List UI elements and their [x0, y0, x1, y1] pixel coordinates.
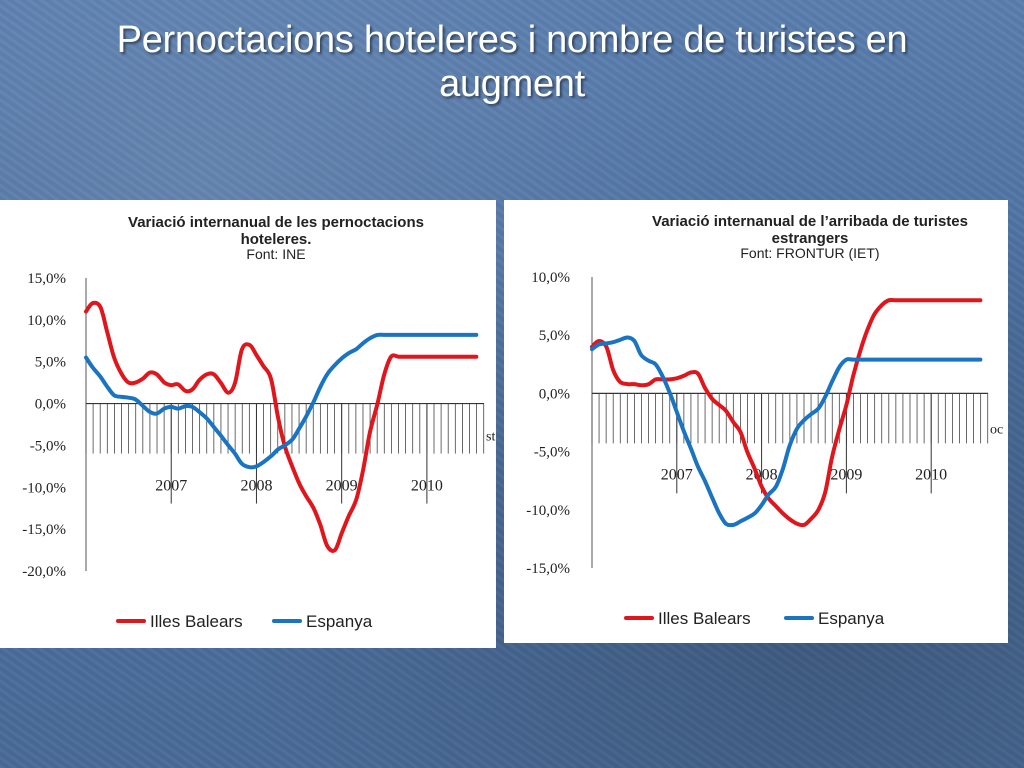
series-line-espanya — [590, 335, 983, 528]
chart-panel-pernoctacions: Variació internanual de les pernoctacion… — [0, 200, 496, 648]
chart-title-line: hoteleres. — [241, 231, 312, 248]
chart-turistes: Variació internanual de l’arribada de tu… — [526, 213, 1003, 628]
chart-title-line: estrangers — [772, 230, 849, 247]
series-line-illes-balears — [84, 300, 479, 553]
chart-title-line: Variació internanual de l’arribada de tu… — [652, 213, 968, 230]
y-tick-label: 5,0% — [35, 355, 66, 371]
y-tick-label: 5,0% — [539, 328, 570, 344]
slide-title: Pernoctacions hoteleres i nombre de turi… — [116, 19, 908, 105]
y-tick-label: 0,0% — [35, 397, 66, 413]
legend-label: Illes Balears — [658, 609, 751, 628]
chart-source: Font: INE — [246, 246, 305, 262]
y-tick-label: -5,0% — [30, 438, 66, 454]
x-year-label: 2010 — [411, 478, 443, 495]
legend-label: Espanya — [818, 609, 885, 628]
y-tick-label: -15,0% — [526, 561, 570, 577]
y-tick-label: -15,0% — [22, 522, 66, 538]
legend-label: Illes Balears — [150, 612, 243, 631]
x-year-label: 2007 — [661, 466, 693, 483]
x-cut-label: st — [486, 430, 495, 445]
series-line-espanya — [84, 332, 479, 470]
y-tick-label: -20,0% — [22, 564, 66, 580]
legend-label: Espanya — [306, 612, 373, 631]
chart-pernoctacions: Variació internanual de les pernoctacion… — [22, 214, 495, 631]
y-tick-label: 0,0% — [539, 386, 570, 402]
chart-source: Font: FRONTUR (IET) — [740, 245, 879, 261]
x-year-label: 2008 — [240, 478, 272, 495]
y-tick-label: 10,0% — [27, 313, 66, 329]
x-year-label: 2009 — [326, 478, 358, 495]
chart-title-line: Variació internanual de les pernoctacion… — [128, 214, 424, 231]
x-year-label: 2007 — [155, 478, 187, 495]
x-year-label: 2010 — [915, 466, 947, 483]
x-year-label: 2009 — [830, 466, 862, 483]
y-tick-label: 15,0% — [27, 271, 66, 287]
x-cut-label: oc — [990, 422, 1003, 437]
y-tick-label: -5,0% — [534, 445, 570, 461]
series-line-illes-balears — [590, 297, 983, 528]
y-tick-label: -10,0% — [22, 480, 66, 496]
y-tick-label: -10,0% — [526, 503, 570, 519]
x-year-label: 2008 — [746, 466, 778, 483]
y-tick-label: 10,0% — [531, 270, 570, 286]
chart-panel-turistes: Variació internanual de l’arribada de tu… — [504, 200, 1008, 643]
